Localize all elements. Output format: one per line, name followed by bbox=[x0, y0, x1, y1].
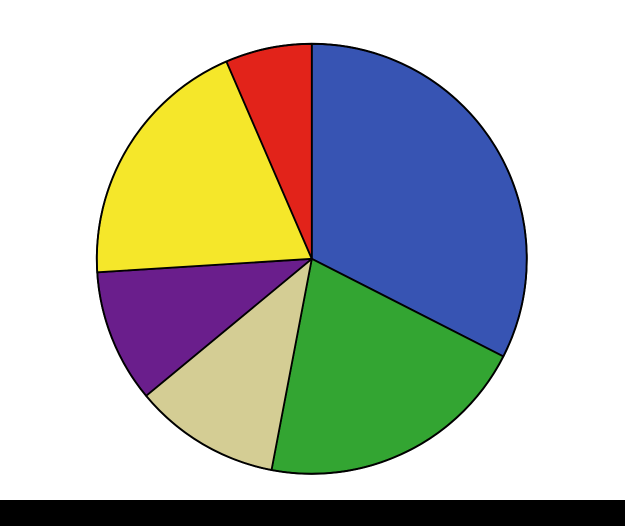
chart-stage bbox=[0, 0, 625, 526]
bottom-bar bbox=[0, 500, 625, 526]
pie-chart bbox=[94, 41, 530, 477]
